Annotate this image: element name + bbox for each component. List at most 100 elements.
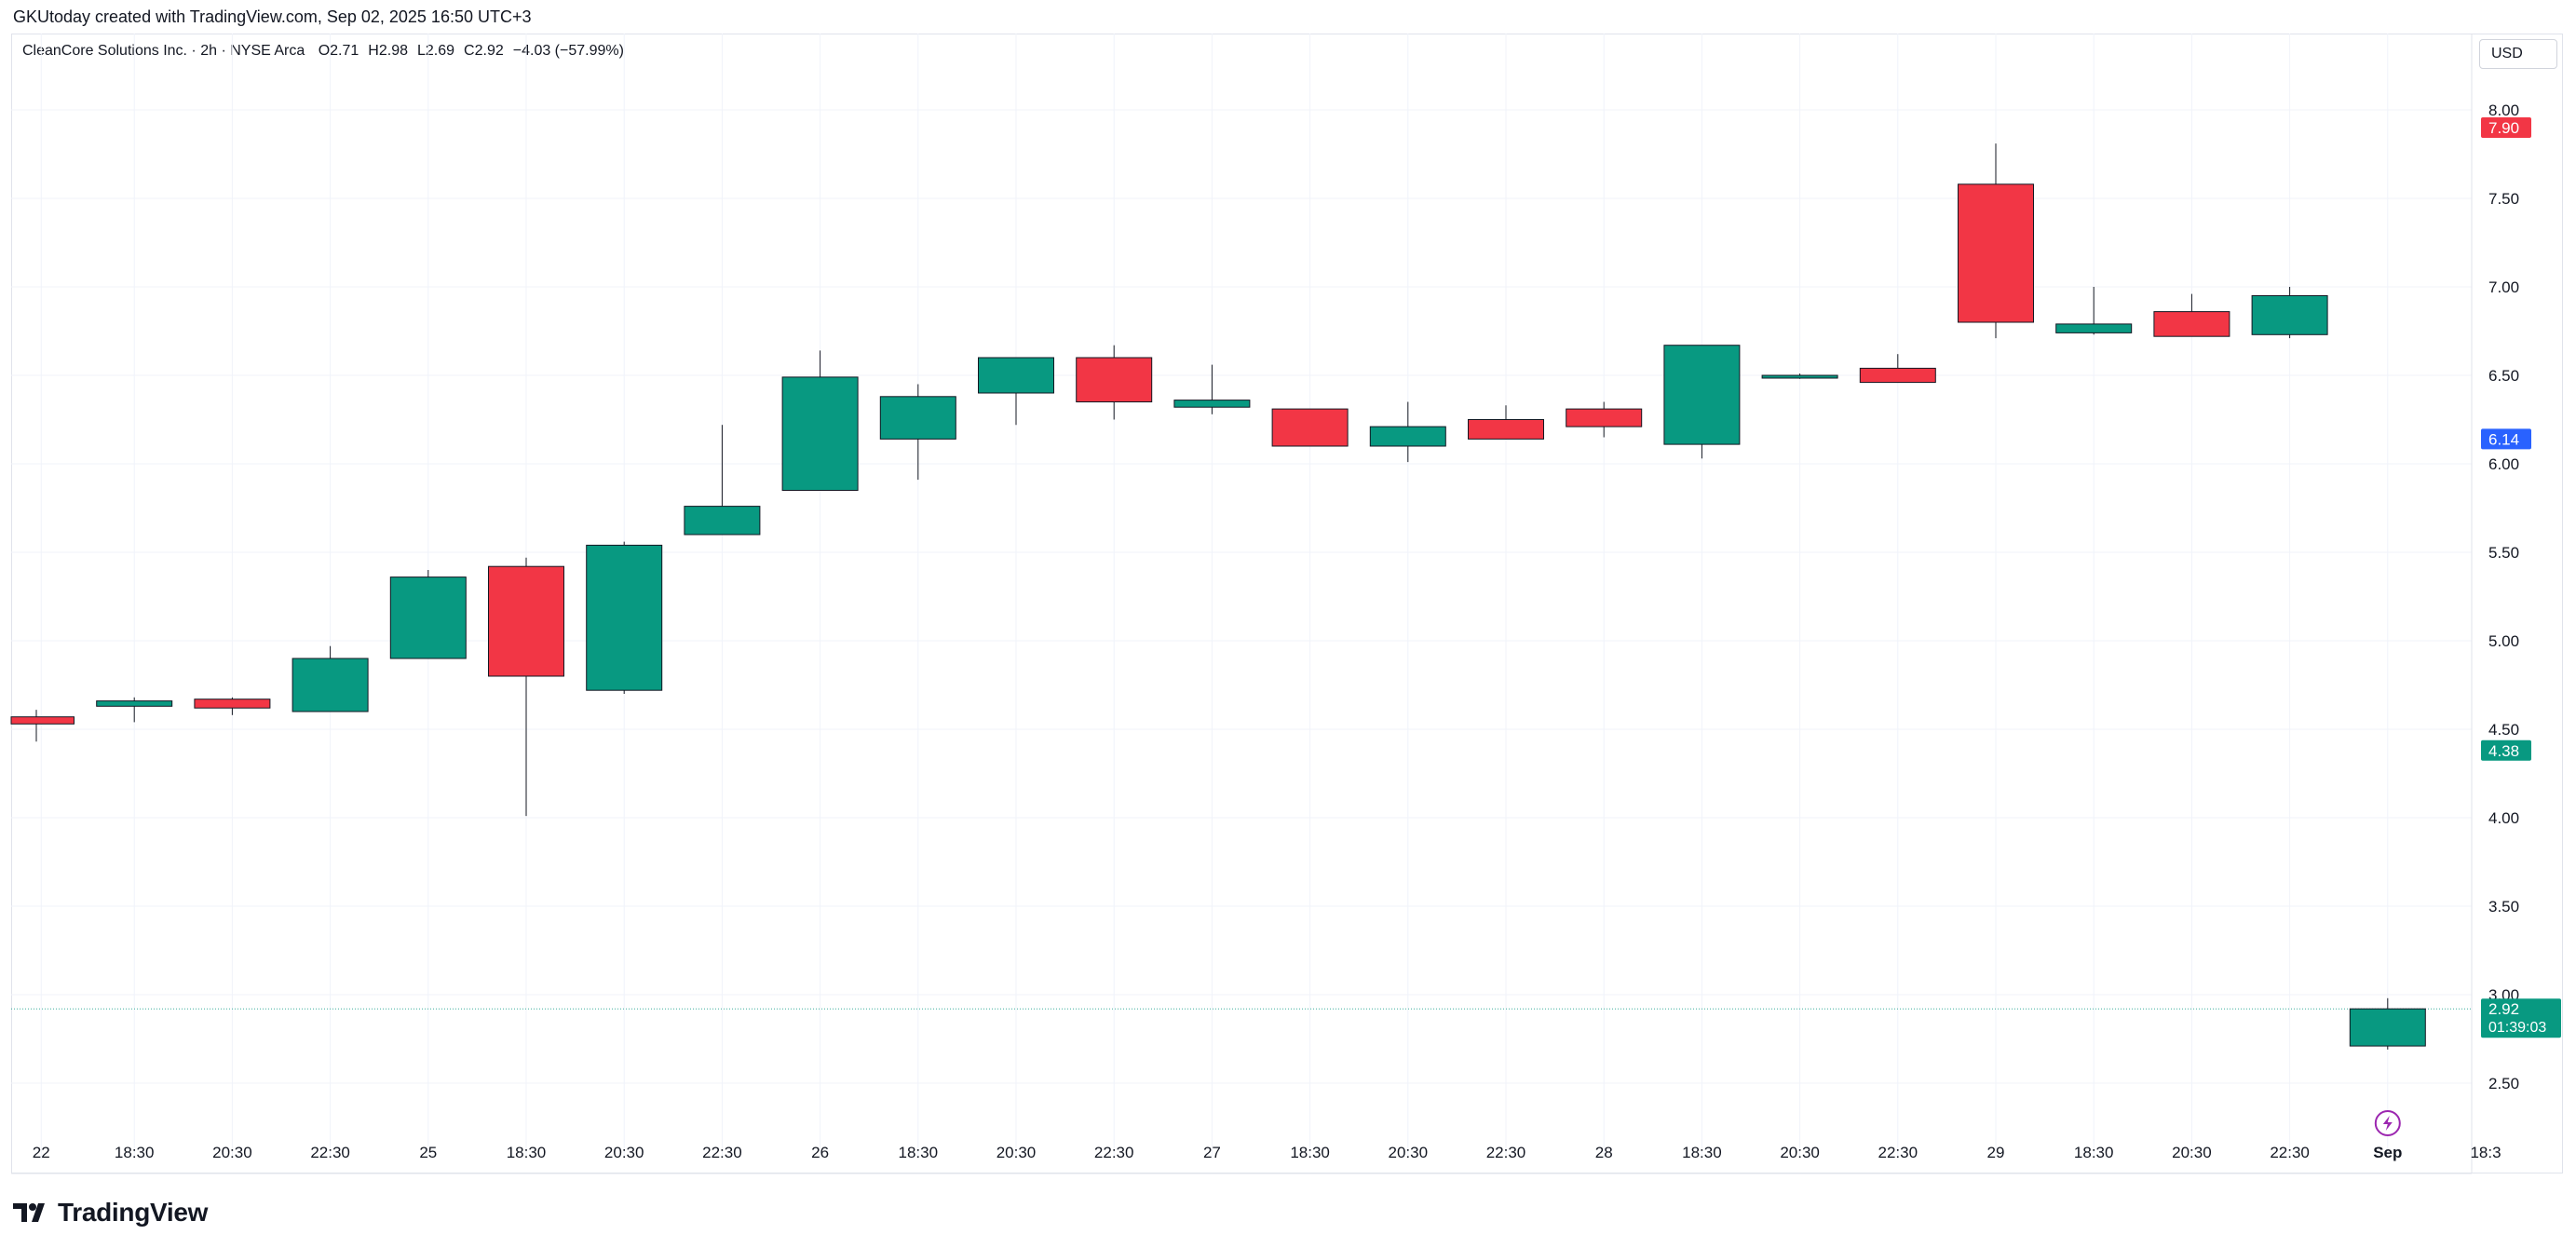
candle-down — [1076, 345, 1153, 420]
x-tick-label: 22 — [33, 1144, 50, 1161]
x-tick-label: 20:30 — [1389, 1144, 1429, 1161]
x-tick-label: 18:30 — [1682, 1144, 1722, 1161]
brand-name: TradingView — [58, 1198, 209, 1227]
candle-up — [1369, 401, 1446, 463]
x-tick-label: 22:30 — [1878, 1144, 1918, 1161]
legend-low: L2.69 — [417, 43, 455, 59]
candle-body — [1859, 367, 1936, 384]
candle-down — [1468, 405, 1544, 440]
price-label-text: 6.14 — [2488, 430, 2519, 448]
lightning-bolt-icon[interactable] — [2374, 1110, 2401, 1136]
candle-down — [1566, 401, 1643, 438]
x-tick-label: 20:30 — [212, 1144, 252, 1161]
current-price-label: 2.92 01:39:03 — [2481, 998, 2561, 1038]
candles — [10, 143, 2426, 1050]
candle-body — [194, 699, 271, 709]
candle-body — [2251, 295, 2328, 335]
x-tick-label: 22:30 — [2270, 1144, 2310, 1161]
tradingview-brand[interactable]: TradingView — [13, 1198, 208, 1228]
x-tick-label: 22:30 — [310, 1144, 350, 1161]
y-tick-label: 6.50 — [2488, 367, 2519, 385]
candle-up — [96, 697, 173, 723]
candle-body — [1761, 374, 1838, 379]
candle-down — [2153, 293, 2230, 337]
x-tick-label: 18:3 — [2470, 1144, 2501, 1161]
candle-up — [684, 425, 761, 536]
current-price-value: 2.92 — [2488, 1000, 2519, 1018]
x-tick-label: 27 — [1203, 1144, 1221, 1161]
candle-body — [2153, 311, 2230, 337]
x-tick-label: 26 — [811, 1144, 829, 1161]
candle-body — [96, 700, 173, 707]
candle-body — [1958, 183, 2034, 323]
candle-up — [586, 541, 663, 694]
candle-down — [488, 557, 564, 817]
x-tick-label: 22:30 — [1094, 1144, 1134, 1161]
x-tick-label: 18:30 — [1290, 1144, 1330, 1161]
candle-body — [2349, 1008, 2426, 1047]
y-tick-label: 6.00 — [2488, 455, 2519, 473]
candle-up — [1173, 364, 1251, 414]
y-tick-label: 4.50 — [2488, 721, 2519, 739]
candle-body — [781, 376, 859, 491]
candle-up — [1761, 373, 1838, 379]
x-tick-label: 18:30 — [899, 1144, 939, 1161]
candle-body — [879, 396, 956, 440]
y-tick-label: 8.00 — [2488, 102, 2519, 119]
x-tick-label: 20:30 — [1780, 1144, 1820, 1161]
legend-high: H2.98 — [368, 43, 408, 59]
candle-up — [2251, 287, 2328, 339]
price-label-bg — [2481, 428, 2531, 450]
x-tick-label: 29 — [1987, 1144, 2005, 1161]
candle-up — [2055, 287, 2133, 335]
candle-body — [1173, 400, 1251, 408]
legend-open: O2.71 — [318, 43, 359, 59]
x-tick-label: 20:30 — [604, 1144, 644, 1161]
candle-up — [978, 357, 1054, 426]
symbol-title: CleanCore Solutions Inc. · 2h · NYSE Arc… — [22, 43, 305, 59]
x-tick-label: 20:30 — [2172, 1144, 2212, 1161]
grid-lines — [11, 34, 2472, 1159]
x-tick-label: Sep — [2373, 1144, 2402, 1161]
y-tick-label: 5.50 — [2488, 544, 2519, 562]
x-tick-label: 18:30 — [115, 1144, 155, 1161]
legend-close: C2.92 — [464, 43, 504, 59]
price-label: 6.14 — [2481, 428, 2531, 450]
y-tick-label: 3.50 — [2488, 898, 2519, 916]
candle-down — [1271, 408, 1349, 447]
x-tick-label: 18:30 — [2074, 1144, 2114, 1161]
candle-down — [1958, 143, 2034, 339]
price-label-text: 7.90 — [2488, 119, 2519, 137]
marker-bolt — [2382, 1116, 2393, 1131]
candle-body — [291, 658, 369, 712]
x-tick-label: 22:30 — [1486, 1144, 1526, 1161]
candle-down — [194, 697, 271, 715]
candle-down — [10, 710, 75, 742]
currency-selector[interactable]: USD — [2479, 39, 2557, 69]
y-tick-label: 5.00 — [2488, 632, 2519, 650]
candle-body — [10, 716, 75, 725]
candle-up — [781, 350, 859, 491]
tradingview-logo-icon — [13, 1203, 45, 1222]
candle-body — [1468, 419, 1544, 440]
price-label-bg — [2481, 117, 2531, 138]
price-label-text: 4.38 — [2488, 742, 2519, 760]
price-label: 4.38 — [2481, 739, 2531, 761]
y-tick-label: 7.50 — [2488, 190, 2519, 208]
y-tick-label: 2.50 — [2488, 1075, 2519, 1092]
candle-up — [879, 384, 956, 481]
symbol-legend: CleanCore Solutions Inc. · 2h · NYSE Arc… — [22, 43, 633, 60]
candle-body — [1271, 408, 1349, 447]
candle-up — [291, 645, 369, 712]
candle-body — [1566, 408, 1643, 427]
price-label-bg — [2481, 739, 2531, 761]
chart-attribution: GKUtoday created with TradingView.com, S… — [13, 7, 532, 26]
candle-down — [1859, 354, 1936, 384]
price-label: 7.90 — [2481, 117, 2531, 138]
candle-body — [1369, 426, 1446, 447]
candle-body — [2055, 323, 2133, 333]
x-tick-label: 28 — [1595, 1144, 1613, 1161]
current-price-bg — [2481, 998, 2561, 1038]
y-tick-label: 4.00 — [2488, 809, 2519, 827]
